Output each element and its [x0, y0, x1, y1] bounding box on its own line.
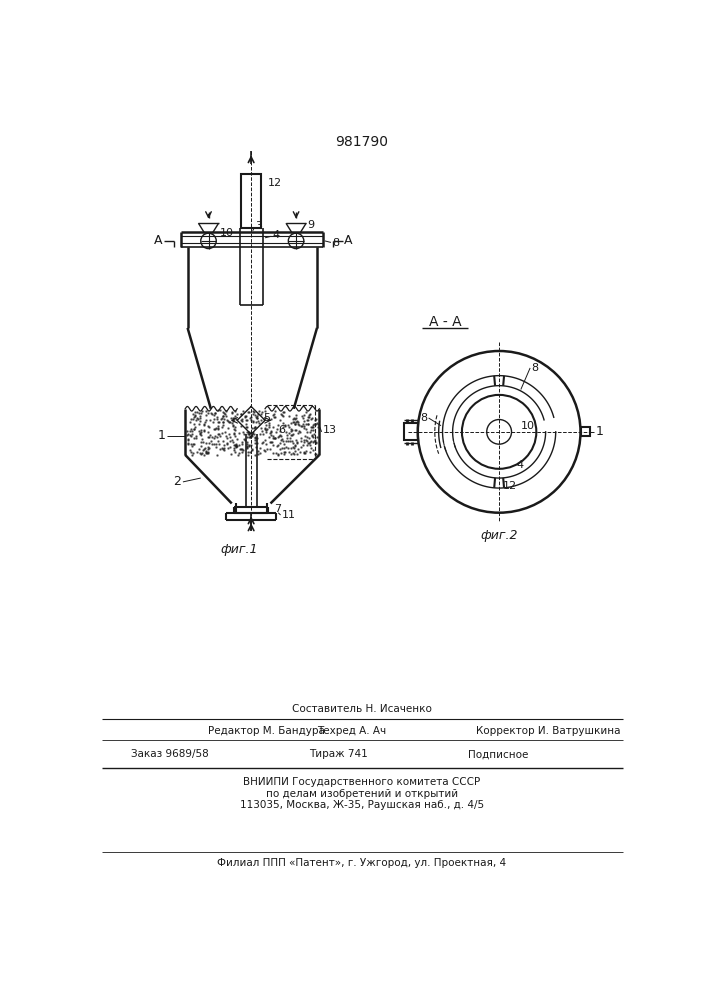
Bar	[404, 423, 418, 440]
Text: 8: 8	[420, 413, 427, 423]
Text: фиг.2: фиг.2	[480, 529, 518, 542]
Text: 2: 2	[173, 475, 182, 488]
Text: 113035, Москва, Ж-35, Раушская наб., д. 4/5: 113035, Москва, Ж-35, Раушская наб., д. …	[240, 800, 484, 810]
Text: Редактор М. Бандура: Редактор М. Бандура	[209, 726, 325, 736]
Text: A: A	[344, 234, 352, 247]
Text: 10: 10	[521, 421, 534, 431]
Text: 11: 11	[282, 510, 296, 520]
Text: Тираж 741: Тираж 741	[309, 749, 368, 759]
Text: 8: 8	[532, 363, 539, 373]
Text: 12: 12	[503, 481, 517, 491]
Text: 1: 1	[158, 429, 166, 442]
Bar	[241, 174, 261, 228]
Text: 10: 10	[219, 228, 233, 238]
Text: 4: 4	[516, 460, 523, 470]
Text: 13: 13	[323, 425, 337, 435]
Bar	[580, 427, 590, 436]
Text: 5: 5	[263, 413, 270, 423]
Text: 6: 6	[279, 425, 285, 435]
Text: 9: 9	[307, 220, 314, 230]
Text: A - A: A - A	[428, 315, 461, 329]
Text: Подписное: Подписное	[468, 749, 529, 759]
Text: 3: 3	[255, 221, 262, 231]
Text: ВНИИПИ Государственного комитета СССР: ВНИИПИ Государственного комитета СССР	[243, 777, 481, 787]
Text: 7: 7	[274, 504, 281, 514]
Text: 1: 1	[596, 425, 604, 438]
Text: Составитель Н. Исаченко: Составитель Н. Исаченко	[292, 704, 432, 714]
Text: фиг.1: фиг.1	[221, 543, 258, 556]
Text: по делам изобретений и открытий: по делам изобретений и открытий	[266, 789, 458, 799]
Text: A: A	[154, 234, 163, 247]
Text: Корректор И. Ватрушкина: Корректор И. Ватрушкина	[476, 726, 620, 736]
Text: 12: 12	[268, 178, 282, 188]
Text: Филиал ППП «Патент», г. Ужгород, ул. Проектная, 4: Филиал ППП «Патент», г. Ужгород, ул. Про…	[217, 858, 506, 868]
Text: Заказ 9689/58: Заказ 9689/58	[131, 749, 209, 759]
Text: 981790: 981790	[335, 135, 388, 149]
Text: 4: 4	[273, 231, 280, 240]
Text: 8: 8	[332, 238, 339, 248]
Text: Техред А. Ач: Техред А. Ач	[317, 726, 386, 736]
